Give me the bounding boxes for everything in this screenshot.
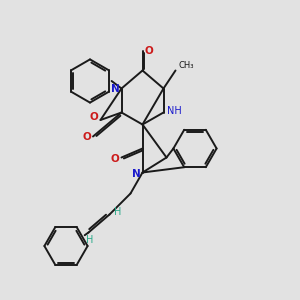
Text: N: N [131,169,140,179]
Text: H: H [114,207,122,217]
Text: CH₃: CH₃ [178,61,194,70]
Text: O: O [110,154,119,164]
Text: N: N [110,83,119,94]
Text: NH: NH [167,106,182,116]
Text: O: O [145,46,154,56]
Text: O: O [82,131,91,142]
Text: O: O [89,112,98,122]
Text: H: H [86,235,94,245]
